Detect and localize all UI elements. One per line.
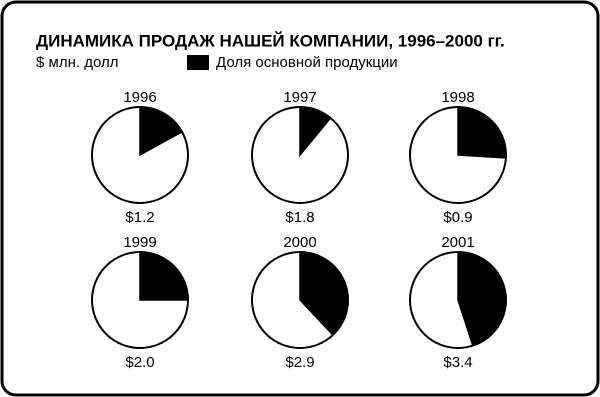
chart-title: ДИНАМИКА ПРОДАЖ НАШЕЙ КОМПАНИИ, 1996–200… [36, 31, 505, 50]
pie-slice [139, 106, 184, 157]
legend-label: Доля основной продукции [216, 54, 398, 71]
year-label: 1996 [123, 89, 156, 106]
year-label: 2000 [283, 234, 316, 251]
total-label: $1.8 [285, 209, 314, 226]
total-label: $2.0 [125, 354, 154, 371]
year-label: 1997 [283, 89, 316, 106]
pie-slice [299, 106, 332, 158]
year-label: 2001 [441, 234, 474, 251]
pie-slice [457, 106, 507, 159]
year-label: 1999 [123, 234, 156, 251]
total-label: $0.9 [443, 209, 472, 226]
total-label: $2.9 [285, 354, 314, 371]
legend-swatch [187, 55, 209, 70]
pie-slice [457, 251, 507, 347]
pie-slice [299, 251, 349, 337]
pie-slice [139, 251, 189, 301]
year-label: 1998 [441, 89, 474, 106]
total-label: $3.4 [443, 354, 472, 371]
total-label: $1.2 [125, 209, 154, 226]
totals-legend: $ млн. долл [36, 54, 118, 71]
